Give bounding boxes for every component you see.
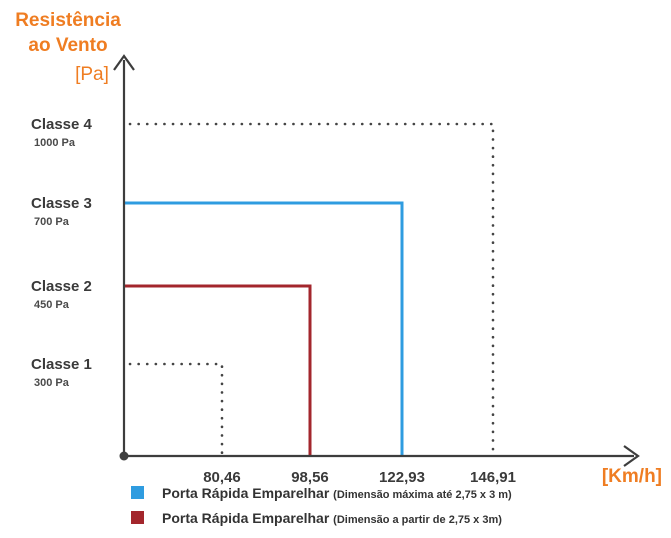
class-pressure-label: 300 Pa xyxy=(34,377,70,389)
x-tick-labels: 80,46 98,56 122,93 146,91 xyxy=(203,469,516,486)
legend-note-text: (Dimensão a partir de 2,75 x 3m) xyxy=(333,514,502,526)
class-pressure-label: 700 Pa xyxy=(34,216,70,228)
x-tick-label: 122,93 xyxy=(379,469,425,486)
reference-lines xyxy=(128,122,495,458)
legend-main-text: Porta Rápida Emparelhar xyxy=(162,485,333,501)
legend: Porta Rápida Emparelhar (Dimensão máxima… xyxy=(131,485,512,526)
reference-line-2 xyxy=(128,122,495,458)
series-line-1 xyxy=(124,201,404,456)
class-label: Classe 2 xyxy=(31,278,92,295)
origin-dot xyxy=(119,451,129,461)
y-class-labels: Classe 1 300 Pa Classe 2 450 Pa Classe 3 700 … xyxy=(31,116,93,389)
class-label: Classe 3 xyxy=(31,195,92,212)
legend-note-text: (Dimensão máxima até 2,75 x 3 m) xyxy=(333,489,512,501)
legend-main-text: Porta Rápida Emparelhar xyxy=(162,510,333,526)
legend-swatch-1 xyxy=(131,486,144,499)
legend-label-1: Porta Rápida Emparelhar (Dimensão máxima… xyxy=(162,485,512,501)
legend-label-2: Porta Rápida Emparelhar (Dimensão a part… xyxy=(162,510,502,526)
x-axis-arrowhead xyxy=(623,445,640,467)
reference-line-1 xyxy=(128,362,224,458)
class-pressure-label: 1000 Pa xyxy=(34,137,76,149)
series-lines xyxy=(124,201,404,456)
y-axis-title-line2: ao Vento xyxy=(28,35,107,56)
axes xyxy=(113,54,640,467)
x-tick-label: 98,56 xyxy=(291,469,329,486)
legend-swatch-2 xyxy=(131,511,144,524)
y-axis-arrowhead xyxy=(113,54,135,71)
class-pressure-label: 450 Pa xyxy=(34,299,70,311)
class-label: Classe 1 xyxy=(31,356,92,373)
y-axis-title-line1: Resistência xyxy=(15,10,121,31)
x-tick-label: 146,91 xyxy=(470,469,516,486)
x-tick-label: 80,46 xyxy=(203,469,241,486)
series-line-2 xyxy=(124,284,312,456)
x-axis-unit: [Km/h] xyxy=(602,466,662,487)
class-label: Classe 4 xyxy=(31,116,93,133)
y-axis-unit: [Pa] xyxy=(75,64,109,85)
